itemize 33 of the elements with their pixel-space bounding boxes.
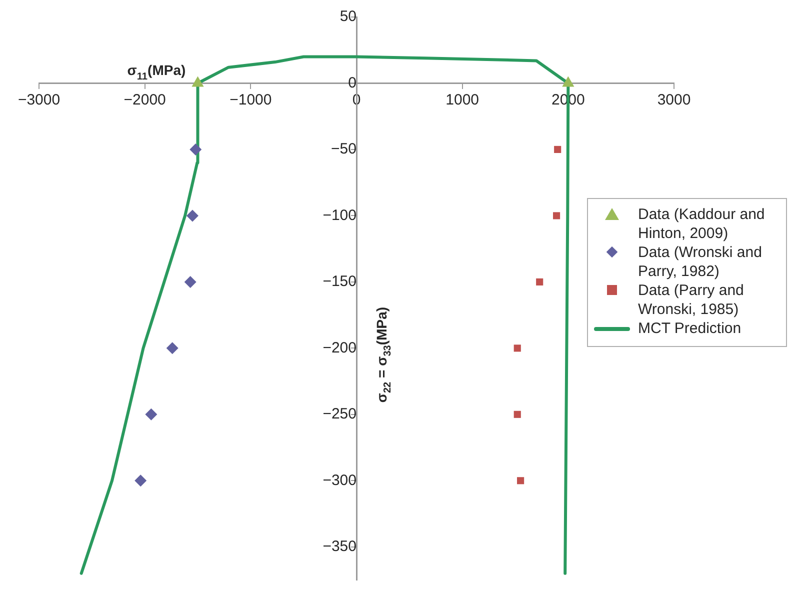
y-tick-label: −250 — [322, 406, 356, 423]
point — [166, 342, 178, 354]
point — [186, 210, 198, 222]
y-tick-label: −300 — [322, 472, 356, 489]
legend-label: Data (Kaddour and Hinton, 2009) — [638, 205, 766, 243]
point — [536, 278, 544, 286]
legend-label: MCT Prediction — [638, 319, 742, 338]
point — [145, 408, 158, 420]
point — [514, 410, 521, 418]
point — [134, 474, 147, 487]
point — [554, 146, 562, 154]
point — [184, 276, 196, 288]
y-tick-label: −200 — [322, 339, 356, 356]
x-tick-label: −2000 — [124, 91, 166, 108]
y-tick-label: −100 — [322, 206, 356, 224]
x-tick-label: −1000 — [230, 91, 272, 108]
x-tick-label: 1000 — [446, 91, 480, 108]
point — [562, 76, 574, 87]
point — [514, 344, 521, 352]
point — [190, 143, 202, 156]
point — [517, 477, 524, 484]
x-tick-label: −3000 — [18, 91, 60, 108]
legend-label: Data (Parry and Wronski, 1985) — [638, 281, 745, 319]
y-tick-label: −350 — [322, 538, 356, 556]
y-axis-title: σ22 = σ33(MPa) — [374, 306, 394, 403]
y-tick-label: 50 — [340, 8, 356, 26]
point — [552, 212, 560, 220]
y-tick-label: 0 — [348, 74, 356, 92]
x-tick-label: 3000 — [657, 91, 691, 108]
y-tick-label: −50 — [331, 140, 356, 158]
point — [192, 76, 204, 87]
legend-label: Data (Wronski and Parry, 1982) — [638, 243, 763, 281]
y-tick-label: −150 — [322, 273, 356, 290]
